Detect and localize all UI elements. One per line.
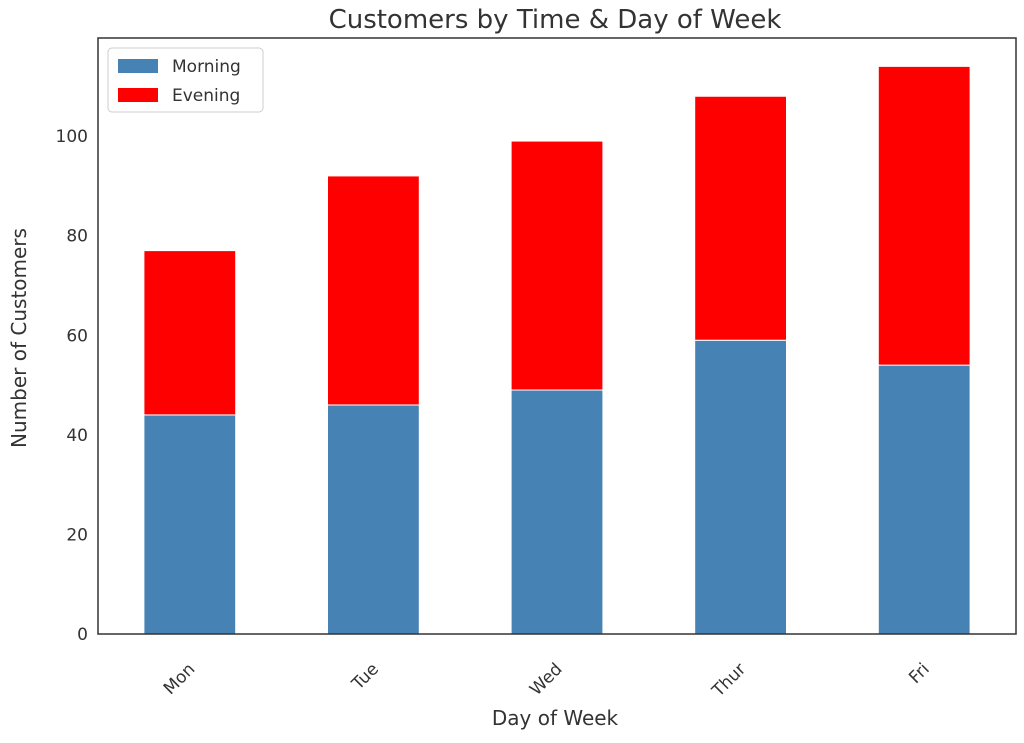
bar-evening-tue xyxy=(327,175,420,406)
y-tick-label: 100 xyxy=(56,127,88,147)
legend-label-morning: Morning xyxy=(172,57,241,77)
bar-evening-wed xyxy=(510,140,604,391)
legend: Morning Evening xyxy=(107,47,264,113)
x-tick-label-tue: Tue xyxy=(348,659,383,694)
bar-evening-thur xyxy=(694,95,788,341)
plot-area: 0 20 40 60 80 100 Mon Tue Wed Thur Fri xyxy=(56,37,1017,702)
legend-swatch-morning xyxy=(118,59,158,73)
x-axis-label: Day of Week xyxy=(492,706,619,730)
bar-evening-fri xyxy=(877,65,971,366)
y-tick-label: 40 xyxy=(66,426,88,446)
x-tick-label-mon: Mon xyxy=(160,659,199,698)
bar-morning-tue xyxy=(327,404,420,635)
x-tick-label-wed: Wed xyxy=(526,659,566,699)
x-tick-label-thur: Thur xyxy=(708,659,750,701)
y-tick-label: 20 xyxy=(66,525,88,545)
plot-frame xyxy=(97,37,1017,635)
bar-morning-mon xyxy=(143,414,237,635)
y-tick-label: 60 xyxy=(66,326,88,346)
bar-morning-wed xyxy=(510,389,604,635)
chart-title: Customers by Time & Day of Week xyxy=(329,5,782,35)
y-tick-label: 0 xyxy=(77,625,88,645)
bar-morning-fri xyxy=(877,364,971,635)
legend-swatch-evening xyxy=(118,88,158,102)
x-tick-label-fri: Fri xyxy=(905,659,933,687)
y-tick-label: 80 xyxy=(66,227,88,247)
bar-evening-mon xyxy=(143,250,237,416)
y-axis-label: Number of Customers xyxy=(7,228,31,448)
legend-label-evening: Evening xyxy=(172,86,240,106)
bar-morning-thur xyxy=(694,339,788,635)
